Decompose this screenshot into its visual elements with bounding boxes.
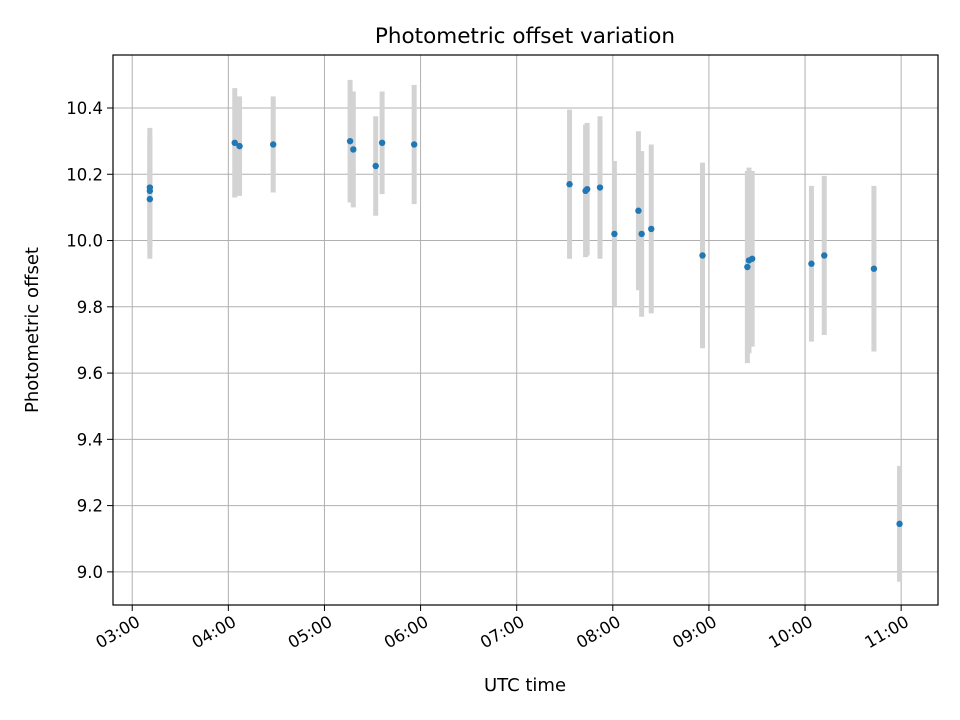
y-tick-label: 9.6 xyxy=(77,364,103,383)
data-point xyxy=(596,184,604,191)
y-tick-label: 9.8 xyxy=(77,298,103,317)
data-point xyxy=(699,252,706,259)
y-tick-label: 9.0 xyxy=(77,563,103,582)
y-tick-label: 10.0 xyxy=(66,232,103,251)
plot-frame xyxy=(112,54,939,606)
y-tick-label: 9.2 xyxy=(77,497,103,516)
data-point xyxy=(350,146,357,153)
data-point xyxy=(236,142,243,150)
data-point xyxy=(146,195,154,203)
y-axis-label: Photometric offset xyxy=(22,247,43,413)
data-point xyxy=(146,184,154,191)
y-tick-label: 10.2 xyxy=(66,165,103,184)
data-points xyxy=(146,137,903,528)
data-point xyxy=(378,139,386,147)
data-point xyxy=(635,207,642,214)
data-point xyxy=(231,139,238,147)
chart-title: Photometric offset variation xyxy=(375,24,675,49)
data-point xyxy=(269,141,277,148)
data-point xyxy=(870,265,878,272)
data-point xyxy=(808,260,815,267)
data-point xyxy=(744,263,751,271)
data-point xyxy=(638,230,645,238)
data-point xyxy=(896,520,903,528)
data-point xyxy=(372,162,379,170)
grid xyxy=(113,55,938,605)
data-point xyxy=(346,137,354,145)
data-point xyxy=(583,185,591,193)
y-tick-label: 9.4 xyxy=(77,430,103,449)
data-point xyxy=(748,255,756,262)
data-point xyxy=(648,225,655,233)
x-axis-label: UTC time xyxy=(484,675,566,696)
data-point xyxy=(566,181,573,188)
data-point xyxy=(410,141,418,148)
data-point xyxy=(611,230,618,238)
y-tick-label: 10.4 xyxy=(66,99,103,118)
data-point xyxy=(821,252,828,259)
